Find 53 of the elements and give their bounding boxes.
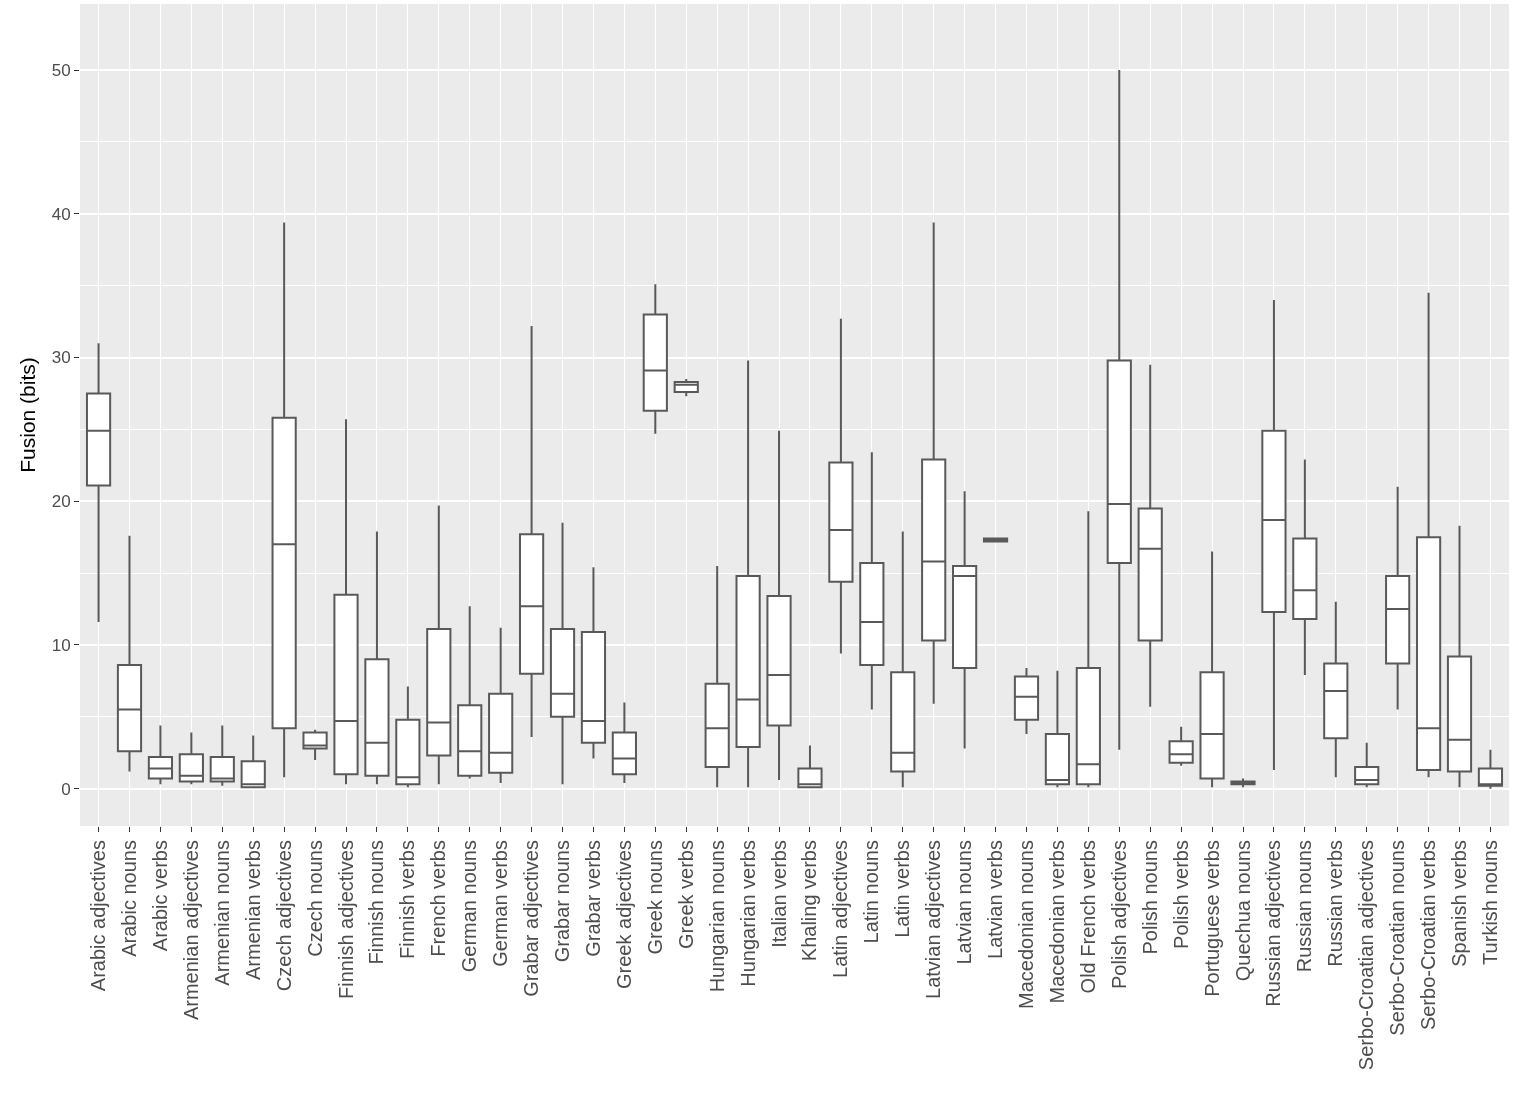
x-tick-label: Italian verbs (767, 840, 790, 948)
x-tick-label: Czech nouns (303, 840, 326, 957)
x-tick-label: Armenian adjectives (179, 840, 202, 1021)
y-tick-label: 0 (61, 779, 71, 799)
x-tick-label: Russian adjectives (1262, 840, 1285, 1007)
x-tick-label: Greek adjectives (612, 840, 635, 989)
x-tick-label: Arabic verbs (148, 840, 171, 952)
x-tick-label: Latin verbs (891, 840, 914, 938)
y-tick-label: 10 (51, 635, 71, 655)
x-tick-label: Turkish nouns (1478, 840, 1501, 965)
x-tick-label: Grabar verbs (581, 840, 604, 957)
x-tick-label: Latvian nouns (953, 840, 976, 965)
x-tick-label: Finnish nouns (365, 840, 388, 965)
x-tick-label: Hungarian nouns (705, 840, 728, 993)
x-tick-label: Serbo-Croatian verbs (1417, 840, 1440, 1031)
x-tick-label: French verbs (427, 840, 450, 957)
x-tick-label: Polish verbs (1169, 840, 1192, 949)
x-tick-label: Serbo-Croatian nouns (1386, 840, 1409, 1036)
x-tick-label: Finnish verbs (396, 840, 419, 959)
x-tick-label: Polish nouns (1138, 840, 1161, 955)
x-tick-label: Armenian verbs (241, 840, 264, 981)
y-tick-label: 20 (51, 492, 71, 512)
x-tick-label: Russian nouns (1293, 840, 1316, 973)
x-tick-label: Arabic adjectives (87, 840, 110, 992)
x-tick-label: Grabar adjectives (520, 840, 543, 997)
x-tick-label: Macedonian verbs (1045, 840, 1068, 1004)
x-tick-label: Latin nouns (860, 840, 883, 944)
x-tick-label: Quechua nouns (1231, 840, 1254, 982)
x-tick-label: Old French verbs (1076, 840, 1099, 994)
y-tick-label: 50 (51, 61, 71, 81)
x-tick-label: Spanish verbs (1448, 840, 1471, 967)
x-tick-label: Khaling verbs (798, 840, 821, 962)
x-tick-label: Portuguese verbs (1200, 840, 1223, 997)
x-tick-label: Grabar nouns (551, 840, 574, 963)
y-tick-label: 30 (51, 348, 71, 368)
x-tick-label: Czech adjectives (272, 840, 295, 992)
x-tick-label: Latin adjectives (829, 840, 852, 978)
y-tick-label: 40 (51, 204, 71, 224)
x-tick-label: Hungarian verbs (736, 840, 759, 987)
x-tick-label: Greek verbs (674, 840, 697, 949)
x-tick-label: Finnish adjectives (334, 840, 357, 999)
x-tick-label: Macedonian nouns (1014, 840, 1037, 1010)
x-tick-label: Latvian verbs (984, 840, 1007, 959)
x-tick-label: Russian verbs (1324, 840, 1347, 967)
x-tick-label: Greek nouns (643, 840, 666, 955)
x-tick-label: Arabic nouns (117, 840, 140, 957)
x-tick-label: German nouns (458, 840, 481, 973)
x-tick-label: Serbo-Croatian adjectives (1355, 840, 1378, 1071)
x-tick-label: Latvian adjectives (922, 840, 945, 999)
x-tick-label: Armenian nouns (210, 840, 233, 986)
x-tick-label: Polish adjectives (1107, 840, 1130, 989)
y-axis-title: Fusion (bits) (15, 357, 39, 473)
x-tick-label: German verbs (489, 840, 512, 967)
